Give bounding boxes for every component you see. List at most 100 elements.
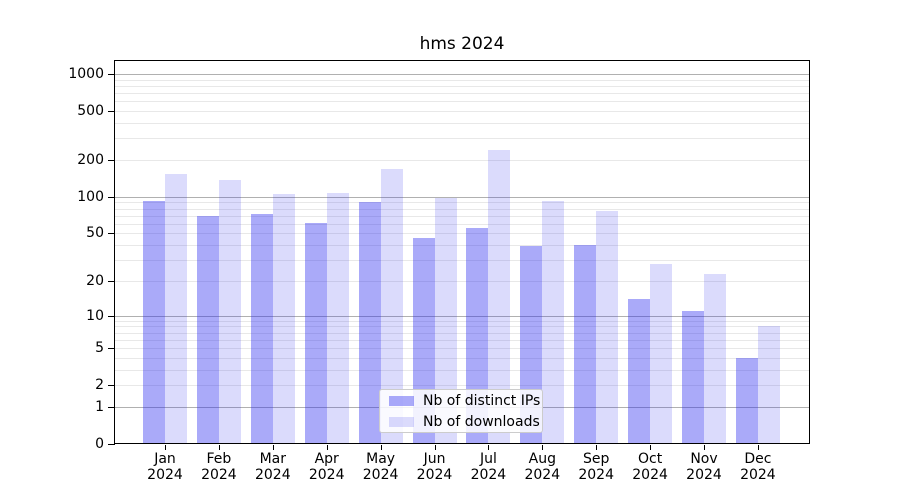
x-tick-label: Oct 2024 (632, 451, 668, 483)
x-tick-mark (650, 445, 652, 450)
x-tick-mark (272, 445, 274, 450)
bar-nov-distinct-ips (682, 310, 704, 443)
gridline-minor (115, 369, 809, 371)
gridline-minor (115, 123, 809, 125)
y-tick-label: 5 (95, 340, 104, 357)
y-tick-mark (108, 280, 115, 282)
bar-feb-distinct-ips (196, 216, 219, 443)
gridline-minor (115, 320, 809, 322)
bar-dec-downloads (757, 326, 780, 443)
bar-apr-downloads (326, 193, 349, 443)
gridline-major (115, 74, 809, 76)
y-tick-mark (108, 348, 115, 350)
y-tick-mark (108, 196, 115, 198)
x-tick-mark (326, 445, 328, 450)
y-tick-mark (108, 111, 115, 113)
gridline-minor (115, 332, 809, 334)
y-tick-label: 1000 (68, 66, 104, 83)
x-tick-label: Mar 2024 (254, 451, 291, 483)
gridline-minor (115, 101, 809, 103)
gridline-major (115, 315, 809, 317)
x-tick-mark (165, 445, 166, 450)
y-tick-label: 10 (86, 307, 104, 324)
gridline-minor (115, 160, 809, 161)
bar-may-downloads (380, 169, 403, 443)
y-tick-label: 500 (77, 103, 104, 120)
y-tick-label: 2 (95, 377, 104, 394)
chart-title: hms 2024 (419, 34, 505, 54)
x-tick-mark (488, 445, 490, 450)
gridline-minor (115, 138, 809, 140)
gridline-minor (115, 280, 809, 282)
y-tick-mark (108, 444, 115, 445)
y-tick-mark (108, 160, 115, 161)
x-tick-mark (434, 445, 436, 450)
bar-may-distinct-ips (358, 201, 381, 443)
legend-item-distinct-ips: Nb of distinct IPs (389, 392, 542, 410)
gridline-minor (115, 348, 809, 350)
x-tick-label: Apr 2024 (308, 451, 345, 483)
bar-jan-downloads (165, 173, 187, 443)
x-tick-label: Aug 2024 (524, 451, 561, 483)
bar-dec-distinct-ips (735, 357, 758, 443)
x-tick-mark (596, 445, 598, 450)
y-tick-label: 0 (95, 436, 104, 452)
bar-oct-distinct-ips (628, 298, 651, 443)
gridline-minor (115, 111, 809, 113)
gridline-major (115, 196, 809, 198)
x-tick-mark (218, 445, 220, 450)
bar-mar-downloads (272, 193, 295, 443)
x-tick-label: Dec 2024 (740, 451, 776, 483)
legend-item-downloads: Nb of downloads (389, 413, 542, 431)
bar-aug-downloads (542, 201, 565, 443)
bar-apr-distinct-ips (304, 222, 327, 443)
gridline-minor (115, 85, 809, 87)
gridline-minor (115, 202, 809, 204)
gridline-minor (115, 215, 809, 217)
legend-swatch-downloads (389, 416, 414, 427)
gridline-minor (115, 260, 809, 262)
bar-mar-distinct-ips (250, 214, 273, 443)
gridline-minor (115, 79, 809, 81)
x-tick-label: Jan 2024 (147, 451, 183, 483)
x-tick-mark (704, 445, 705, 450)
gridline-minor (115, 357, 809, 359)
x-tick-mark (380, 445, 382, 450)
y-tick-label: 20 (86, 272, 104, 289)
x-tick-mark (542, 445, 544, 450)
x-tick-label: May 2024 (362, 451, 399, 483)
bar-nov-downloads (704, 273, 726, 443)
bar-feb-downloads (218, 179, 241, 443)
x-tick-label: Jun 2024 (416, 451, 453, 483)
x-tick-label: Feb 2024 (201, 451, 237, 483)
gridline-minor (115, 326, 809, 328)
y-tick-mark (108, 74, 115, 76)
y-tick-mark (108, 385, 115, 387)
legend-swatch-distinct-ips (389, 395, 414, 406)
y-tick-label: 100 (77, 188, 104, 205)
bar-sep-downloads (596, 211, 619, 443)
x-tick-label: Jul 2024 (470, 451, 507, 483)
gridline-minor (115, 233, 809, 235)
gridline-minor (115, 385, 809, 387)
legend: Nb of distinct IPs Nb of downloads (379, 389, 543, 433)
y-tick-mark (108, 315, 115, 317)
y-tick-label: 50 (86, 225, 104, 242)
bar-oct-downloads (650, 263, 673, 443)
x-tick-mark (757, 445, 759, 450)
gridline-minor (115, 223, 809, 225)
x-tick-label: Sep 2024 (578, 451, 614, 483)
gridline-minor (115, 208, 809, 210)
bar-jun-downloads (434, 198, 457, 443)
y-tick-label: 1 (95, 398, 104, 415)
y-tick-mark (108, 233, 115, 235)
bar-sep-distinct-ips (574, 245, 597, 443)
bar-jan-distinct-ips (143, 201, 165, 443)
plot-area: Nb of distinct IPs Nb of downloads (114, 60, 810, 444)
bar-jul-downloads (488, 150, 511, 443)
gridline-minor (115, 245, 809, 247)
gridline-minor (115, 93, 809, 95)
gridline-minor (115, 339, 809, 341)
y-tick-mark (108, 406, 115, 408)
